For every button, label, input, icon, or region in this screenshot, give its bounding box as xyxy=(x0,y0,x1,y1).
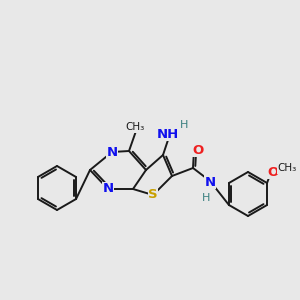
Text: N: N xyxy=(204,176,216,188)
Text: O: O xyxy=(267,166,279,178)
Text: H: H xyxy=(180,120,188,130)
Text: H: H xyxy=(202,193,210,203)
Text: S: S xyxy=(148,188,158,202)
Text: CH₃: CH₃ xyxy=(125,122,145,132)
Text: O: O xyxy=(192,143,204,157)
Text: CH₃: CH₃ xyxy=(278,163,297,173)
Text: NH: NH xyxy=(157,128,179,140)
Text: N: N xyxy=(102,182,114,196)
Text: N: N xyxy=(106,146,118,158)
